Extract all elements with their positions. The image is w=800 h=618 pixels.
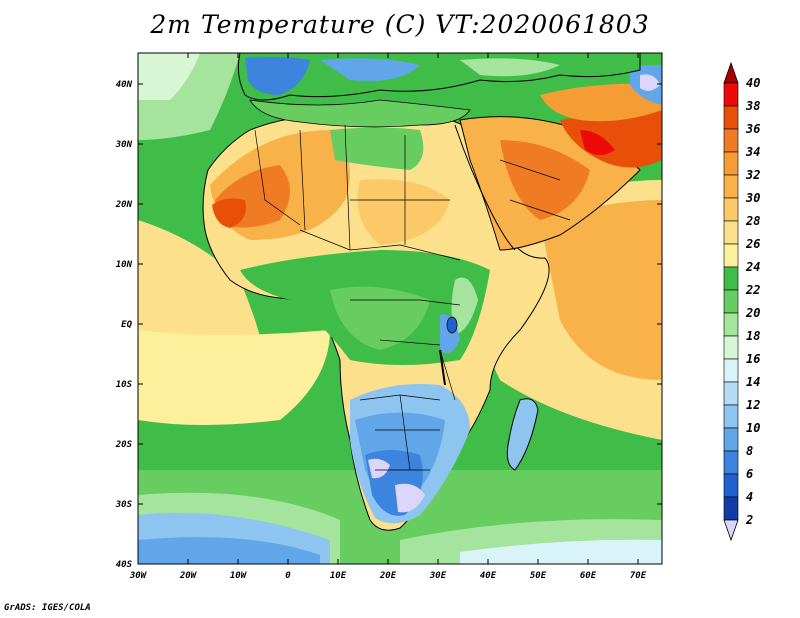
colorbar-label: 10 xyxy=(746,421,760,435)
colorbar-label: 26 xyxy=(745,237,760,251)
lat-tick-label: EQ xyxy=(121,320,132,330)
lat-tick-label: 40N xyxy=(116,80,133,90)
colorbar-swatch xyxy=(723,174,739,199)
colorbar-label: 36 xyxy=(745,122,760,136)
colorbar-swatch xyxy=(723,335,739,360)
colorbar-swatch xyxy=(723,105,739,130)
colorbar-label: 24 xyxy=(745,260,760,274)
lake-victoria xyxy=(446,316,458,334)
colorbar-swatch xyxy=(723,473,739,498)
colorbar-label: 28 xyxy=(745,214,760,228)
lat-tick-label: 20S xyxy=(115,440,133,450)
lon-tick-label: 0 xyxy=(285,571,291,581)
colorbar-swatch xyxy=(723,358,739,383)
grads-credit: GrADS: IGES/COLA xyxy=(4,603,91,613)
lon-tick-label: 10E xyxy=(330,571,347,581)
colorbar-swatch xyxy=(723,243,739,268)
lon-tick-label: 20W xyxy=(179,571,198,581)
colorbar-swatch xyxy=(723,289,739,314)
lat-tick-label: 20N xyxy=(115,200,133,210)
mediterranean-sea xyxy=(249,99,471,128)
colorbar: 40 38 36 34 32 30 28 26 24 22 20 18 16 14 12 10 8 6 4 2 xyxy=(723,61,760,542)
lat-tick-label: 10N xyxy=(116,260,133,270)
lon-tick-label: 30W xyxy=(129,571,148,581)
colorbar-swatch xyxy=(723,151,739,176)
colorbar-swatch xyxy=(723,496,739,521)
lon-tick-label: 10W xyxy=(230,571,248,581)
colorbar-label: 34 xyxy=(745,145,760,159)
colorbar-label: 38 xyxy=(745,99,760,113)
colorbar-label: 40 xyxy=(746,76,760,90)
colorbar-label: 32 xyxy=(745,168,760,182)
colorbar-swatch xyxy=(723,427,739,452)
colorbar-swatch xyxy=(723,312,739,337)
lon-axis-labels: 30W 20W 10W 0 10E 20E 30E 40E 50E 60E 70E xyxy=(129,571,647,581)
lat-tick-label: 10S xyxy=(116,380,133,390)
colorbar-label: 16 xyxy=(746,352,760,366)
madagascar-land xyxy=(506,398,539,471)
lon-tick-label: 40E xyxy=(480,571,497,581)
colorbar-swatch xyxy=(723,381,739,406)
lat-tick-label: 30N xyxy=(115,140,133,150)
colorbar-label: 12 xyxy=(746,398,760,412)
tropical-atlantic-warm xyxy=(138,220,260,370)
lat-tick-label: 30S xyxy=(115,500,133,510)
axis-ticks xyxy=(138,53,662,565)
colorbar-swatch xyxy=(723,450,739,475)
country-borders xyxy=(254,124,571,471)
map-title: 2m Temperature (C) VT:2020061803 xyxy=(150,10,650,39)
lon-tick-label: 30E xyxy=(429,571,447,581)
colorbar-label: 22 xyxy=(745,283,760,297)
colorbar-bottom-arrow xyxy=(723,519,739,542)
lon-tick-label: 60E xyxy=(580,571,597,581)
map-frame xyxy=(137,52,663,565)
colorbar-swatch xyxy=(723,128,739,153)
lon-tick-label: 50E xyxy=(530,571,547,581)
colorbar-swatch xyxy=(723,266,739,291)
colorbar-label: 8 xyxy=(746,444,753,458)
colorbar-label: 20 xyxy=(745,306,760,320)
colorbar-swatch xyxy=(723,82,739,107)
colorbar-top-arrow xyxy=(723,61,739,84)
colorbar-label: 6 xyxy=(746,467,753,481)
colorbar-label: 2 xyxy=(745,513,753,527)
colorbar-label: 18 xyxy=(746,329,760,343)
colorbar-label: 30 xyxy=(745,191,760,205)
lon-tick-label: 70E xyxy=(630,571,647,581)
lat-axis-labels: 40N 30N 20N 10N EQ 10S 20S 30S 40S xyxy=(115,80,133,570)
lake-tanganyika xyxy=(439,349,446,386)
colorbar-label: 4 xyxy=(746,490,753,504)
colorbar-swatch xyxy=(723,197,739,222)
red-sea-coast xyxy=(454,124,516,251)
lon-tick-label: 20E xyxy=(379,571,397,581)
colorbar-swatch xyxy=(723,404,739,429)
colorbar-swatch xyxy=(723,220,739,245)
lat-tick-label: 40S xyxy=(116,560,133,570)
colorbar-label: 14 xyxy=(746,375,760,389)
map-plot-area xyxy=(138,53,662,564)
